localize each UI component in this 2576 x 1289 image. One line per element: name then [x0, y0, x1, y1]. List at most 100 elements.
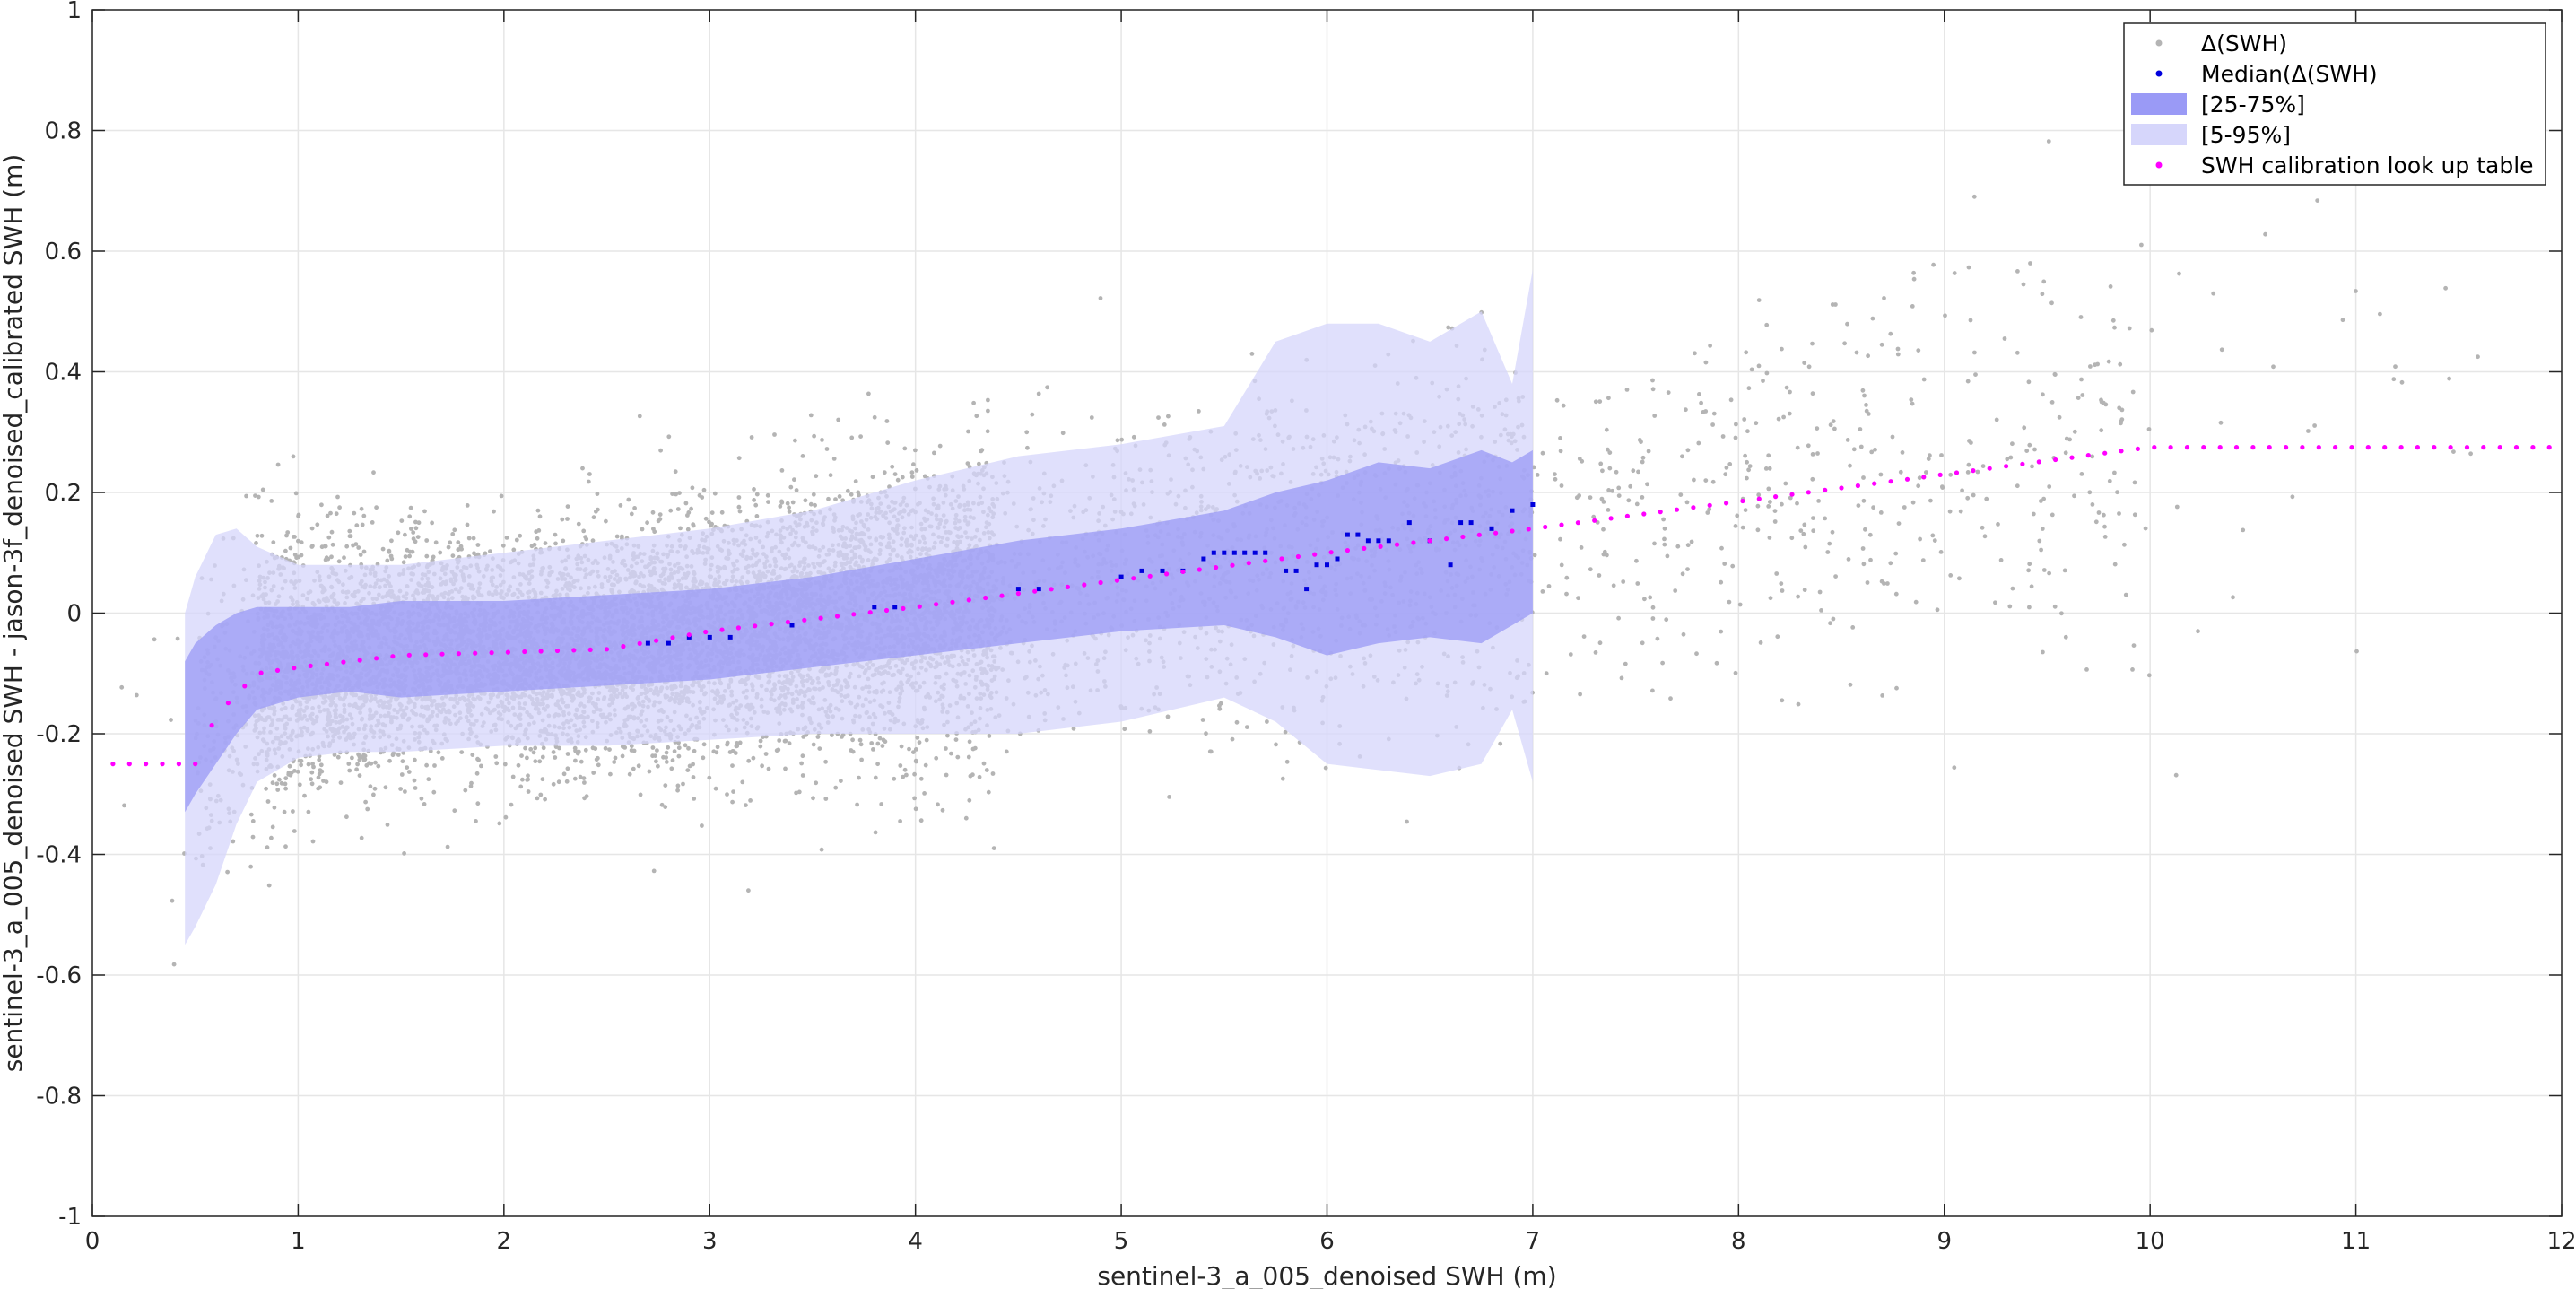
scatter-point: [283, 776, 289, 781]
scatter-point: [2219, 347, 2224, 353]
scatter-point: [1650, 387, 1656, 392]
scatter-point: [1749, 367, 1754, 372]
scatter-point: [1952, 765, 1957, 771]
scatter-point: [1993, 600, 1997, 605]
scatter-point: [666, 745, 671, 750]
scatter-point: [794, 790, 798, 796]
scatter-point: [858, 434, 863, 439]
scatter-point: [2218, 420, 2224, 425]
scatter-point: [2399, 379, 2405, 385]
scatter-point: [535, 796, 540, 801]
scatter-point: [279, 780, 284, 786]
scatter-point: [445, 844, 450, 849]
scatter-point: [1244, 725, 1249, 729]
scatter-point: [700, 823, 704, 828]
scatter-point: [885, 440, 891, 445]
scatter-point: [572, 776, 578, 781]
scatter-point: [543, 541, 548, 545]
scatter-point: [1780, 698, 1785, 703]
scatter-point: [657, 517, 663, 522]
scatter-point: [422, 802, 427, 806]
scatter-point: [1208, 749, 1214, 754]
scatter-point: [626, 497, 631, 502]
scatter-point: [309, 770, 315, 775]
scatter-point: [1576, 596, 1580, 601]
scatter-point: [923, 762, 928, 768]
scatter-point: [1802, 361, 1807, 365]
scatter-point: [672, 749, 677, 753]
scatter-point: [2076, 396, 2081, 400]
scatter-point: [399, 772, 405, 777]
scatter-point: [1867, 532, 1873, 537]
scatter-point: [596, 762, 601, 768]
scatter-point: [413, 786, 418, 790]
scatter-point: [2378, 311, 2382, 317]
scatter-point: [1926, 457, 1931, 461]
scatter-point: [934, 755, 939, 761]
scatter-point: [391, 751, 396, 756]
scatter-point: [1888, 561, 1893, 566]
scatter-point: [299, 540, 304, 545]
scatter-point: [836, 417, 841, 422]
scatter-point: [293, 491, 299, 496]
scatter-point: [1830, 529, 1835, 535]
scatter-point: [1900, 450, 1905, 455]
scatter-point: [1684, 407, 1688, 413]
scatter-point: [981, 761, 987, 766]
scatter-point: [779, 468, 785, 473]
scatter-point: [1249, 352, 1255, 356]
scatter-point: [1980, 464, 1986, 468]
scatter-point: [354, 523, 360, 528]
scatter-point: [730, 763, 735, 768]
scatter-point: [309, 526, 315, 531]
scatter-point: [1890, 434, 1895, 440]
scatter-point: [1775, 634, 1780, 640]
scatter-point: [670, 758, 675, 763]
scatter-point: [799, 761, 804, 766]
scatter-point: [1694, 651, 1699, 657]
scatter-point: [691, 762, 695, 767]
scatter-point: [270, 824, 275, 830]
scatter-point: [1631, 468, 1636, 474]
scatter-point: [1965, 470, 1971, 475]
scatter-point: [1798, 528, 1804, 533]
scatter-point: [2173, 772, 2179, 778]
scatter-point: [736, 456, 742, 461]
scatter-point: [310, 839, 316, 844]
scatter-point: [475, 756, 480, 762]
scatter-point: [292, 829, 297, 833]
scatter-point: [754, 514, 760, 518]
scatter-point: [1628, 483, 1633, 489]
scatter-point: [553, 532, 558, 537]
scatter-point: [650, 510, 656, 515]
scatter-point: [424, 538, 430, 543]
scatter-point: [1733, 524, 1738, 528]
scatter-point: [629, 744, 634, 749]
scatter-point: [967, 739, 972, 745]
scatter-point: [650, 745, 656, 750]
scatter-point: [1711, 411, 1717, 416]
scatter-point: [2028, 261, 2032, 266]
scatter-point: [730, 749, 735, 753]
scatter-point: [525, 755, 529, 761]
scatter-point: [1796, 594, 1800, 599]
scatter-point: [560, 517, 565, 522]
scatter-point: [2029, 584, 2034, 589]
scatter-point: [1928, 498, 1933, 503]
scatter-point: [1719, 545, 1724, 551]
scatter-point: [1746, 386, 1752, 391]
scatter-point: [1850, 625, 1856, 630]
scatter-point: [306, 809, 311, 814]
scatter-point: [1532, 553, 1537, 558]
scatter-point: [1882, 581, 1886, 586]
scatter-point: [1858, 444, 1864, 449]
scatter-point: [448, 540, 453, 545]
scatter-point: [686, 745, 691, 751]
scatter-point: [346, 762, 352, 766]
scatter-point: [450, 532, 456, 536]
scatter-point: [1593, 650, 1598, 655]
scatter-point: [1115, 438, 1120, 443]
scatter-point: [814, 780, 819, 786]
scatter-point: [1684, 500, 1690, 505]
scatter-point: [1030, 412, 1035, 417]
